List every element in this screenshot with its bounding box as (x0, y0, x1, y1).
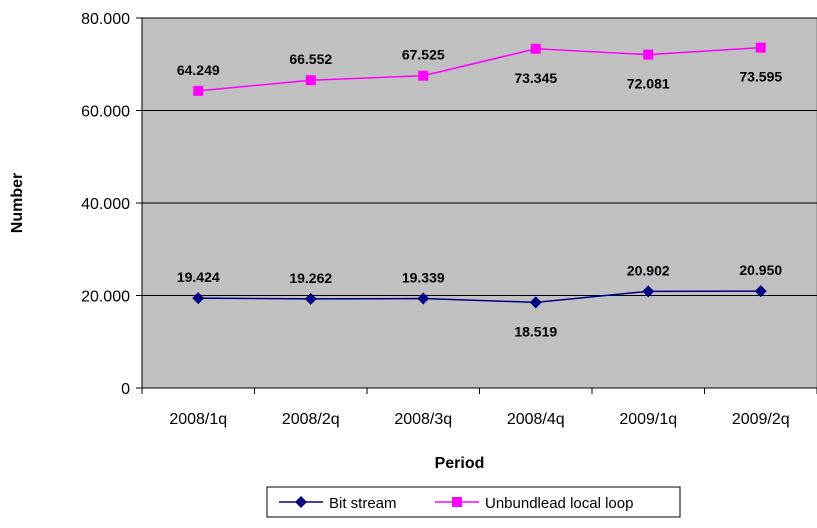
data-point-marker (193, 85, 204, 96)
data-point-marker (417, 292, 430, 305)
data-point-marker (642, 285, 655, 298)
data-point-marker (305, 75, 316, 86)
data-label: 72.081 (627, 76, 670, 92)
y-tick-label: 20.000 (81, 289, 130, 306)
axes: 0 20.000 40.000 60.000 80.000 2008/1q 2008/2q 2… (81, 11, 817, 428)
data-point-marker (452, 497, 462, 507)
x-tick-label: 2008/1q (169, 411, 227, 428)
legend-label: Unbundlead local loop (485, 495, 633, 512)
x-tick-label: 2008/4q (507, 411, 565, 428)
data-label: 20.950 (739, 262, 782, 278)
x-tick-label: 2008/2q (282, 411, 340, 428)
series-lines (192, 42, 767, 309)
data-point-marker (304, 292, 317, 305)
x-tick-label: 2008/3q (394, 411, 452, 428)
data-label: 19.424 (177, 269, 220, 285)
data-label: 64.249 (177, 62, 220, 78)
data-point-marker (530, 43, 541, 54)
data-label: 73.595 (739, 69, 782, 85)
data-point-marker (754, 285, 767, 298)
y-tick-label: 0 (121, 381, 130, 398)
data-point-marker (529, 296, 542, 309)
data-labels: 19.424 19.262 19.339 18.519 20.902 20.950 64.2… (177, 47, 783, 340)
series-line-0 (198, 290, 761, 304)
y-tick-label: 40.000 (81, 196, 130, 213)
gridlines (142, 17, 817, 296)
data-label: 73.345 (514, 70, 557, 86)
data-point-marker (295, 496, 307, 508)
data-label: 19.339 (402, 270, 445, 286)
data-label: 66.552 (289, 51, 332, 67)
legend: Bit stream Unbundlead local loop (266, 486, 681, 518)
legend-label: Bit stream (329, 495, 397, 512)
y-axis-title: Number (9, 173, 26, 233)
data-label: 18.519 (514, 323, 557, 339)
y-tick-label: 80.000 (81, 11, 130, 28)
data-label: 20.902 (627, 262, 670, 278)
x-tick-label: 2009/1q (619, 411, 677, 428)
x-axis-title: Period (435, 455, 485, 472)
data-label: 67.525 (402, 47, 445, 63)
data-point-marker (418, 70, 429, 81)
x-tick-label: 2009/2q (732, 411, 790, 428)
y-tick-label: 60.000 (81, 104, 130, 121)
data-point-marker (192, 292, 205, 305)
data-label: 19.262 (289, 270, 332, 286)
data-point-marker (755, 42, 766, 53)
series-line-1 (198, 46, 761, 92)
data-point-marker (643, 49, 654, 60)
